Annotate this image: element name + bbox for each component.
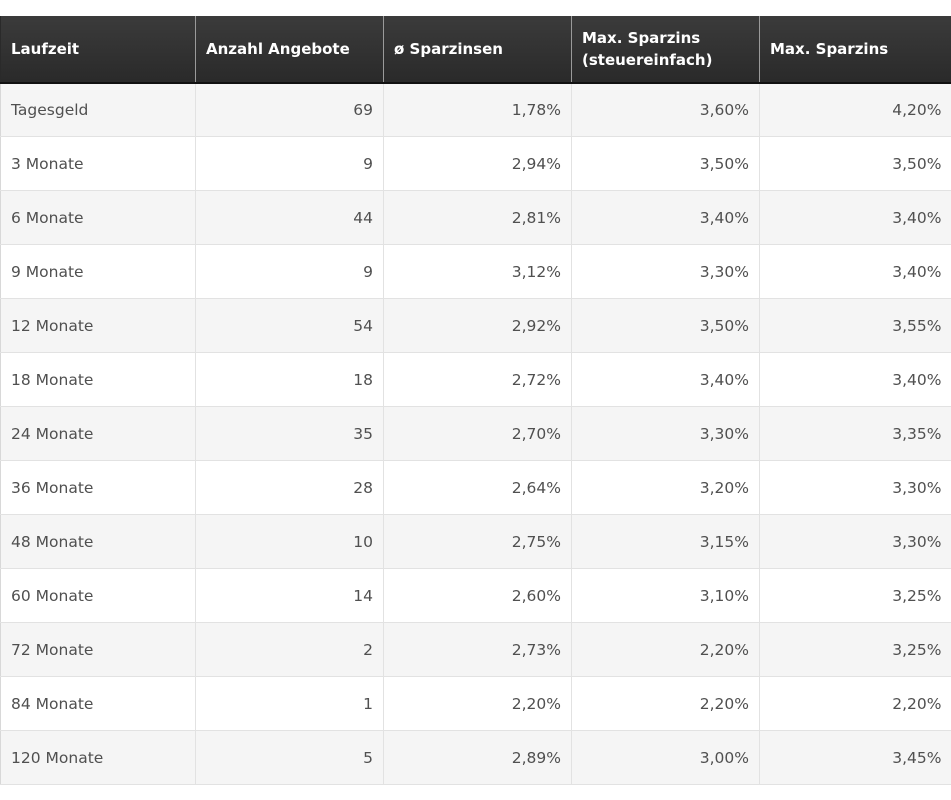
- cell-laufzeit: 12 Monate: [0, 298, 196, 353]
- cell-max-sparzins: 3,40%: [759, 190, 951, 245]
- cell-max-sparzins-steuereinfach: 3,60%: [571, 83, 760, 137]
- cell-laufzeit: 9 Monate: [0, 244, 196, 299]
- table-row: 18 Monate 18 2,72% 3,40% 3,40%: [0, 352, 951, 407]
- cell-avg-sparzinsen: 2,75%: [383, 514, 572, 569]
- cell-avg-sparzinsen: 2,60%: [383, 568, 572, 623]
- cell-avg-sparzinsen: 2,20%: [383, 676, 572, 731]
- cell-laufzeit: 36 Monate: [0, 460, 196, 515]
- cell-max-sparzins-steuereinfach: 2,20%: [571, 676, 760, 731]
- table-row: 24 Monate 35 2,70% 3,30% 3,35%: [0, 406, 951, 461]
- table-row: 120 Monate 5 2,89% 3,00% 3,45%: [0, 730, 951, 785]
- cell-anzahl-angebote: 9: [195, 244, 384, 299]
- table-body: Tagesgeld 69 1,78% 3,60% 4,20% 3 Monate 9 2,94%…: [0, 83, 951, 785]
- table-row: 3 Monate 9 2,94% 3,50% 3,50%: [0, 136, 951, 191]
- table-row: 60 Monate 14 2,60% 3,10% 3,25%: [0, 568, 951, 623]
- cell-avg-sparzinsen: 2,81%: [383, 190, 572, 245]
- cell-max-sparzins: 3,45%: [759, 730, 951, 785]
- cell-max-sparzins: 3,25%: [759, 622, 951, 677]
- cell-max-sparzins-steuereinfach: 3,15%: [571, 514, 760, 569]
- cell-max-sparzins: 3,55%: [759, 298, 951, 353]
- cell-avg-sparzinsen: 2,94%: [383, 136, 572, 191]
- cell-max-sparzins-steuereinfach: 3,50%: [571, 298, 760, 353]
- table-row: 84 Monate 1 2,20% 2,20% 2,20%: [0, 676, 951, 731]
- table-row: 6 Monate 44 2,81% 3,40% 3,40%: [0, 190, 951, 245]
- cell-avg-sparzinsen: 2,70%: [383, 406, 572, 461]
- cell-max-sparzins-steuereinfach: 3,00%: [571, 730, 760, 785]
- cell-avg-sparzinsen: 2,89%: [383, 730, 572, 785]
- cell-max-sparzins: 3,35%: [759, 406, 951, 461]
- cell-max-sparzins-steuereinfach: 3,40%: [571, 352, 760, 407]
- cell-max-sparzins-steuereinfach: 3,30%: [571, 244, 760, 299]
- savings-rates-table: Laufzeit Anzahl Angebote ø Sparzinsen Ma…: [0, 16, 951, 785]
- header-max-sparzins: Max. Sparzins: [759, 16, 951, 84]
- cell-laufzeit: 48 Monate: [0, 514, 196, 569]
- cell-max-sparzins: 3,50%: [759, 136, 951, 191]
- cell-avg-sparzinsen: 1,78%: [383, 83, 572, 137]
- cell-anzahl-angebote: 69: [195, 83, 384, 137]
- cell-max-sparzins: 3,40%: [759, 352, 951, 407]
- cell-avg-sparzinsen: 2,73%: [383, 622, 572, 677]
- cell-anzahl-angebote: 44: [195, 190, 384, 245]
- cell-anzahl-angebote: 5: [195, 730, 384, 785]
- cell-avg-sparzinsen: 2,72%: [383, 352, 572, 407]
- table-row: 48 Monate 10 2,75% 3,15% 3,30%: [0, 514, 951, 569]
- cell-max-sparzins: 3,30%: [759, 460, 951, 515]
- cell-max-sparzins-steuereinfach: 3,40%: [571, 190, 760, 245]
- cell-max-sparzins: 3,40%: [759, 244, 951, 299]
- cell-anzahl-angebote: 2: [195, 622, 384, 677]
- cell-max-sparzins-steuereinfach: 3,50%: [571, 136, 760, 191]
- cell-laufzeit: Tagesgeld: [0, 83, 196, 137]
- cell-laufzeit: 84 Monate: [0, 676, 196, 731]
- table-row: 9 Monate 9 3,12% 3,30% 3,40%: [0, 244, 951, 299]
- cell-laufzeit: 120 Monate: [0, 730, 196, 785]
- table-row: 72 Monate 2 2,73% 2,20% 3,25%: [0, 622, 951, 677]
- table-row: 36 Monate 28 2,64% 3,20% 3,30%: [0, 460, 951, 515]
- cell-anzahl-angebote: 18: [195, 352, 384, 407]
- savings-rates-table-container: Laufzeit Anzahl Angebote ø Sparzinsen Ma…: [0, 16, 951, 785]
- cell-anzahl-angebote: 9: [195, 136, 384, 191]
- cell-avg-sparzinsen: 2,64%: [383, 460, 572, 515]
- cell-laufzeit: 60 Monate: [0, 568, 196, 623]
- cell-anzahl-angebote: 10: [195, 514, 384, 569]
- cell-laufzeit: 24 Monate: [0, 406, 196, 461]
- cell-max-sparzins: 2,20%: [759, 676, 951, 731]
- cell-anzahl-angebote: 35: [195, 406, 384, 461]
- cell-max-sparzins-steuereinfach: 2,20%: [571, 622, 760, 677]
- table-row: 12 Monate 54 2,92% 3,50% 3,55%: [0, 298, 951, 353]
- table-row: Tagesgeld 69 1,78% 3,60% 4,20%: [0, 83, 951, 137]
- cell-laufzeit: 18 Monate: [0, 352, 196, 407]
- header-row: Laufzeit Anzahl Angebote ø Sparzinsen Ma…: [0, 16, 951, 84]
- header-avg-sparzinsen: ø Sparzinsen: [383, 16, 572, 84]
- cell-anzahl-angebote: 14: [195, 568, 384, 623]
- header-laufzeit: Laufzeit: [0, 16, 196, 84]
- header-max-sparzins-steuereinfach: Max. Sparzins (steuereinfach): [571, 16, 760, 84]
- cell-max-sparzins: 3,25%: [759, 568, 951, 623]
- cell-anzahl-angebote: 1: [195, 676, 384, 731]
- cell-laufzeit: 3 Monate: [0, 136, 196, 191]
- cell-laufzeit: 6 Monate: [0, 190, 196, 245]
- cell-laufzeit: 72 Monate: [0, 622, 196, 677]
- cell-avg-sparzinsen: 2,92%: [383, 298, 572, 353]
- cell-anzahl-angebote: 28: [195, 460, 384, 515]
- cell-max-sparzins-steuereinfach: 3,30%: [571, 406, 760, 461]
- cell-max-sparzins: 4,20%: [759, 83, 951, 137]
- cell-avg-sparzinsen: 3,12%: [383, 244, 572, 299]
- cell-max-sparzins-steuereinfach: 3,20%: [571, 460, 760, 515]
- cell-max-sparzins: 3,30%: [759, 514, 951, 569]
- header-anzahl-angebote: Anzahl Angebote: [195, 16, 384, 84]
- table-header: Laufzeit Anzahl Angebote ø Sparzinsen Ma…: [0, 16, 951, 84]
- cell-anzahl-angebote: 54: [195, 298, 384, 353]
- cell-max-sparzins-steuereinfach: 3,10%: [571, 568, 760, 623]
